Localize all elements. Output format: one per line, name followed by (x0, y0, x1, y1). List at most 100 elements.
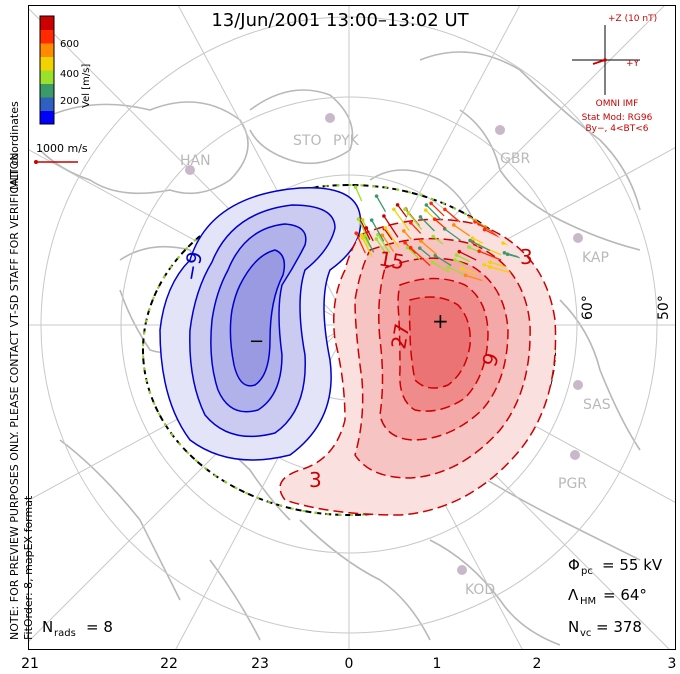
mlt-tick-2: 2 (533, 656, 542, 672)
velocity-vector (383, 228, 393, 241)
velocity-vector (432, 261, 450, 273)
velocity-vector (376, 195, 387, 213)
velocity-vector (453, 224, 471, 237)
velocity-vector (469, 239, 491, 252)
contour-label-3-bottom: 3 (309, 468, 322, 492)
velocity-vector (425, 204, 442, 221)
colorbar-swatch (40, 70, 54, 84)
map-title: 13/Jun/2001 13:00–13:02 UT (211, 10, 469, 31)
velocity-vector (363, 235, 371, 248)
colorbar (39, 15, 55, 125)
velocity-vectors (353, 185, 522, 282)
colorbar-tick-600: 600 (60, 39, 79, 50)
imf-model: Stat Mod: RG96 (582, 113, 653, 123)
neg-center-marker: − (249, 331, 264, 352)
velocity-vector-origin (429, 201, 433, 206)
imf-clock (572, 25, 640, 95)
velocity-vector (371, 219, 385, 242)
velocity-vector (381, 234, 395, 253)
velocity-vector (448, 266, 465, 276)
velocity-vector-origin (419, 239, 423, 243)
velocity-vector (420, 216, 435, 232)
velocity-vector-origin (482, 227, 487, 232)
velocity-vector-origin (432, 217, 437, 221)
contour-label-9: 9 (477, 350, 504, 370)
velocity-vector-origin (356, 217, 361, 221)
svg-text:= 8: = 8 (86, 618, 113, 636)
imf-source: OMNI IMF (596, 99, 639, 109)
velocity-vector (410, 247, 431, 267)
contour-label-15: 15 (377, 246, 406, 274)
velocity-vector (474, 221, 498, 236)
velocity-vector-origin (395, 203, 400, 207)
colorbar-swatch (40, 16, 54, 30)
colorbar-swatch (40, 110, 54, 125)
velocity-vector (397, 204, 408, 218)
velocity-vector-origin (360, 218, 365, 222)
velocity-vector-origin (470, 236, 475, 240)
positive-cell (279, 218, 557, 516)
svg-text:pc: pc (581, 566, 593, 577)
imf-z-label: +Z (10 nT) (608, 14, 657, 24)
mlt-tick-21: 21 (21, 656, 39, 672)
velocity-vector-origin (405, 245, 410, 250)
stat-nvc: N vc = 378 (568, 618, 642, 639)
plot-frame (28, 5, 676, 650)
velocity-vector (355, 232, 366, 254)
velocity-vector-origin (423, 208, 428, 212)
imf-condition: By−, 4<BT<6 (586, 124, 649, 134)
pos-center-marker: + (432, 309, 449, 333)
velocity-vector-origin (409, 220, 413, 225)
velocity-vector (469, 216, 491, 231)
velocity-vector-origin (467, 245, 471, 249)
velocity-vector-origin (452, 223, 456, 227)
velocity-vector (472, 237, 484, 244)
svg-text:N: N (568, 618, 579, 636)
svg-text:= 378: = 378 (596, 618, 642, 636)
velocity-vector (359, 218, 371, 240)
station-pgr: PGR (558, 476, 587, 492)
velocity-vector (444, 228, 461, 241)
mlt-tick-3: 3 (668, 656, 677, 672)
velocity-vector-origin (354, 231, 359, 236)
velocity-vector-origin (463, 273, 468, 278)
velocity-vector (377, 234, 391, 254)
colorbar-tick-400: 400 (60, 69, 79, 80)
velocity-vector-origin (477, 249, 482, 254)
negative-cell (159, 186, 362, 461)
velocity-vector (384, 227, 400, 248)
velocity-vector-origin (468, 238, 472, 243)
contour-label-27: 27 (386, 322, 414, 351)
mlt-tick-1: 1 (433, 656, 442, 672)
colorbar-swatch (40, 83, 54, 98)
lat-label-60: 60° (580, 295, 596, 320)
note-coordinates: MLT coordinates (8, 101, 21, 190)
velocity-vector (383, 215, 399, 238)
velocity-vector-origin (402, 229, 406, 233)
velocity-vector-origin (488, 260, 492, 264)
velocity-vector (444, 208, 461, 223)
stat-phi-pc: Φ pc = 55 kV (568, 556, 663, 577)
contour-label-3-top: 3 (520, 245, 533, 269)
velocity-vector (407, 247, 421, 260)
velocity-vector-origin (392, 207, 396, 212)
station-sto: STO (293, 133, 321, 149)
station-kap: KAP (582, 250, 609, 266)
lat-label-50: 50° (656, 295, 672, 320)
velocity-vector (484, 229, 501, 238)
velocity-vector-origin (431, 234, 435, 239)
velocity-vector (454, 259, 466, 266)
note-preview: NOTE: FOR PREVIEW PURPOSES ONLY. PLEASE … (8, 149, 21, 640)
velocity-vector-origin (453, 258, 457, 262)
velocity-vector-origin (424, 203, 429, 207)
velocity-vector (478, 250, 502, 261)
colorbar-tick-200: 200 (60, 96, 79, 107)
svg-text:Λ: Λ (568, 586, 579, 604)
colorbar-swatch (40, 56, 54, 71)
station-gbr: GBR (500, 151, 530, 167)
velocity-vector (489, 261, 506, 268)
velocity-vector (357, 218, 370, 242)
stat-lambda-hm: Λ HM = 64° (568, 586, 647, 607)
mlt-tick-22: 22 (160, 656, 178, 672)
velocity-vector (507, 253, 522, 259)
